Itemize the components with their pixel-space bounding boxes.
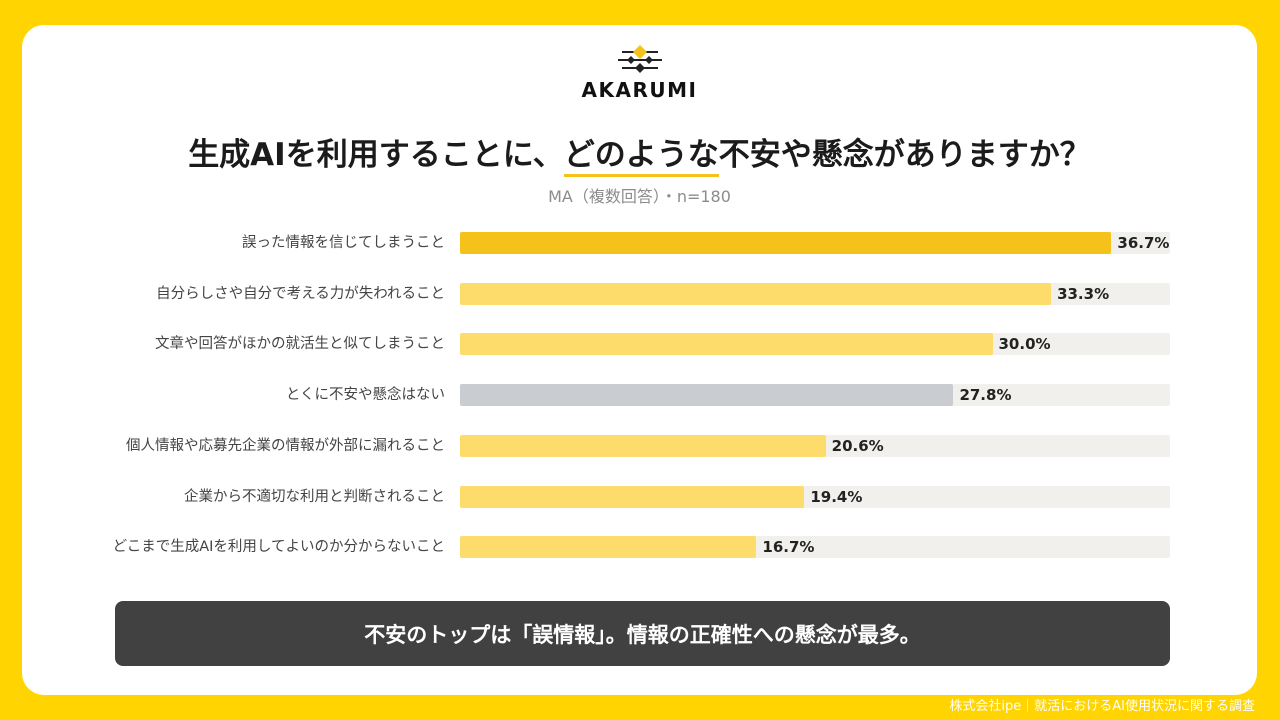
bar-row: 企業から不適切な利用と判断されること 19.4% bbox=[22, 485, 1257, 508]
value-label: 36.7% bbox=[1117, 234, 1170, 252]
bar bbox=[460, 333, 993, 356]
bar-row: 誤った情報を信じてしまうこと 36.7% bbox=[22, 232, 1257, 254]
bar-row: 個人情報や応募先企業の情報が外部に漏れること 20.6% bbox=[22, 434, 1257, 457]
category-label: 文章や回答がほかの就活生と似てしまうこと bbox=[155, 336, 445, 353]
value-label: 16.7% bbox=[762, 538, 815, 557]
bar-row: とくに不安や懸念はない 27.8% bbox=[22, 384, 1257, 407]
chart-title: 生成AIを利用することに、どのような不安や懸念がありますか？ bbox=[22, 135, 1257, 177]
value-label: 27.8% bbox=[959, 386, 1012, 405]
bar bbox=[460, 384, 954, 407]
category-label: 個人情報や応募先企業の情報が外部に漏れること bbox=[126, 437, 445, 454]
category-label: とくに不安や懸念はない bbox=[285, 387, 445, 404]
category-label: 誤った情報を信じてしまうこと bbox=[242, 235, 445, 251]
bar bbox=[460, 282, 1052, 305]
chart-title-emphasis: どのような bbox=[563, 137, 719, 177]
bar bbox=[460, 232, 1112, 254]
category-label: 企業から不適切な利用と判断されること bbox=[184, 488, 445, 505]
bar bbox=[460, 485, 805, 508]
value-label: 19.4% bbox=[810, 487, 863, 506]
value-label: 33.3% bbox=[1057, 284, 1110, 303]
chart-title-tail: 不安や懸念がありますか？ bbox=[718, 137, 1091, 173]
category-label: 自分らしさや自分で考える力が失われること bbox=[156, 285, 445, 302]
chart-title-lead: 生成AIを利用することに、 bbox=[188, 137, 564, 173]
value-label: 30.0% bbox=[998, 335, 1051, 354]
summary-text: 不安のトップは「誤情報」。情報の正確性への懸念が最多。 bbox=[364, 622, 921, 647]
chart-subtitle: MA（複数回答）・n=180 bbox=[548, 187, 731, 206]
brand-logo-text: AKARUMI bbox=[581, 78, 698, 102]
value-label: 20.6% bbox=[831, 436, 884, 455]
source-credit: 株式会社ipe｜就活におけるAI使用状況に関する調査 bbox=[949, 699, 1255, 714]
bar-chart: 誤った情報を信じてしまうこと 36.7% 自分らしさや自分で考える力が失われること 3… bbox=[22, 25, 1257, 695]
akarumi-logo-icon bbox=[618, 45, 662, 73]
bar-row: どこまで生成AIを利用してよいのか分からないこと 16.7% bbox=[22, 536, 1257, 559]
bar-row: 文章や回答がほかの就活生と似てしまうこと 30.0% bbox=[22, 333, 1257, 356]
bar-row: 自分らしさや自分で考える力が失われること 33.3% bbox=[22, 282, 1257, 305]
summary-banner: 不安のトップは「誤情報」。情報の正確性への懸念が最多。 bbox=[115, 601, 1170, 666]
category-label: どこまで生成AIを利用してよいのか分からないこと bbox=[112, 539, 445, 556]
bar bbox=[460, 536, 757, 559]
bar bbox=[460, 434, 826, 457]
content-card: AKARUMI 生成AIを利用することに、どのような不安や懸念がありますか？ M… bbox=[22, 25, 1257, 695]
